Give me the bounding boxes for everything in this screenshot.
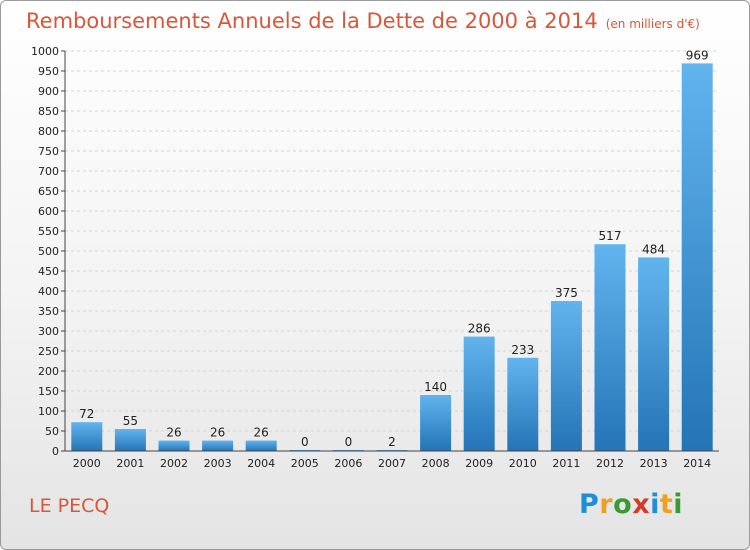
bar-2013 bbox=[638, 257, 670, 451]
x-tick-label: 2007 bbox=[378, 457, 406, 470]
brand-letter: r bbox=[599, 489, 614, 520]
brand-letter: o bbox=[613, 489, 633, 520]
y-tick-label: 350 bbox=[38, 305, 59, 318]
data-label: 233 bbox=[511, 343, 534, 357]
data-label: 140 bbox=[424, 380, 447, 394]
y-tick-label: 900 bbox=[38, 85, 59, 98]
bar-2011 bbox=[550, 301, 582, 451]
brand-logo: Proxiti bbox=[579, 489, 683, 520]
data-label: 286 bbox=[468, 322, 491, 336]
y-tick-label: 200 bbox=[38, 365, 59, 378]
bar-2004 bbox=[245, 440, 277, 451]
brand-letter: i bbox=[673, 489, 684, 520]
y-tick-label: 250 bbox=[38, 345, 59, 358]
y-tick-label: 1000 bbox=[31, 45, 59, 58]
y-tick-label: 500 bbox=[38, 245, 59, 258]
bar-2002 bbox=[158, 440, 190, 451]
city-name: LE PECQ bbox=[29, 495, 110, 517]
brand-letter: P bbox=[579, 489, 600, 520]
x-tick-label: 2006 bbox=[334, 457, 362, 470]
bar-2000 bbox=[71, 422, 103, 451]
y-tick-label: 600 bbox=[38, 205, 59, 218]
x-tick-label: 2004 bbox=[247, 457, 275, 470]
x-tick-label: 2005 bbox=[291, 457, 319, 470]
x-tick-label: 2002 bbox=[160, 457, 188, 470]
data-label: 484 bbox=[642, 242, 665, 256]
x-axis: 2000 2001 2002 2003 2004 2005 2006 2007 2008 2009… bbox=[65, 450, 719, 470]
y-tick-label: 50 bbox=[45, 425, 59, 438]
bars: 72 55 26 26 26 0 0 2 140 286 233 375 517 484 969 bbox=[71, 48, 713, 452]
x-tick-label: 2013 bbox=[640, 457, 668, 470]
y-tick-label: 550 bbox=[38, 225, 59, 238]
bar-2014 bbox=[681, 63, 713, 452]
x-tick-label: 2010 bbox=[509, 457, 537, 470]
y-tick-label: 400 bbox=[38, 285, 59, 298]
data-label: 0 bbox=[301, 435, 309, 449]
y-tick-label: 450 bbox=[38, 265, 59, 278]
chart-unit-note: (en milliers d'€) bbox=[605, 17, 700, 31]
y-tick-label: 750 bbox=[38, 145, 59, 158]
data-label: 26 bbox=[210, 426, 225, 440]
bar-2009 bbox=[463, 336, 495, 451]
brand-letter: t bbox=[659, 489, 674, 520]
y-tick-label: 850 bbox=[38, 105, 59, 118]
data-label: 0 bbox=[345, 435, 353, 449]
chart-title: Remboursements Annuels de la Dette de 20… bbox=[26, 9, 700, 33]
bar-2003 bbox=[202, 440, 234, 451]
data-label: 26 bbox=[254, 426, 269, 440]
y-tick-label: 950 bbox=[38, 65, 59, 78]
bar-2008 bbox=[420, 395, 452, 451]
bar-2010 bbox=[507, 357, 539, 451]
y-tick-label: 100 bbox=[38, 405, 59, 418]
y-tick-label: 650 bbox=[38, 185, 59, 198]
y-axis: 0 50 100 150 200 250 300 350 400 450 500 550 600 650 7… bbox=[31, 45, 66, 458]
data-label: 26 bbox=[166, 426, 181, 440]
brand-letter: i bbox=[650, 489, 660, 520]
data-label: 517 bbox=[599, 229, 622, 243]
x-tick-label: 2012 bbox=[596, 457, 624, 470]
y-tick-label: 150 bbox=[38, 385, 59, 398]
x-tick-label: 2001 bbox=[116, 457, 144, 470]
bar-2012 bbox=[594, 244, 626, 451]
bar-2001 bbox=[114, 429, 146, 451]
y-tick-label: 700 bbox=[38, 165, 59, 178]
x-tick-label: 2000 bbox=[73, 457, 101, 470]
data-label: 2 bbox=[388, 435, 396, 449]
data-label: 375 bbox=[555, 286, 578, 300]
chart-title-text: Remboursements Annuels de la Dette de 20… bbox=[26, 9, 598, 33]
y-tick-label: 300 bbox=[38, 325, 59, 338]
y-tick-label: 800 bbox=[38, 125, 59, 138]
data-label: 969 bbox=[686, 48, 709, 62]
data-label: 72 bbox=[79, 407, 94, 421]
y-tick-label: 0 bbox=[52, 445, 59, 458]
x-tick-label: 2003 bbox=[204, 457, 232, 470]
x-tick-label: 2008 bbox=[422, 457, 450, 470]
x-tick-label: 2009 bbox=[465, 457, 493, 470]
data-label: 55 bbox=[123, 414, 138, 428]
x-tick-label: 2014 bbox=[683, 457, 711, 470]
brand-letter: x bbox=[632, 489, 651, 520]
x-tick-label: 2011 bbox=[552, 457, 580, 470]
